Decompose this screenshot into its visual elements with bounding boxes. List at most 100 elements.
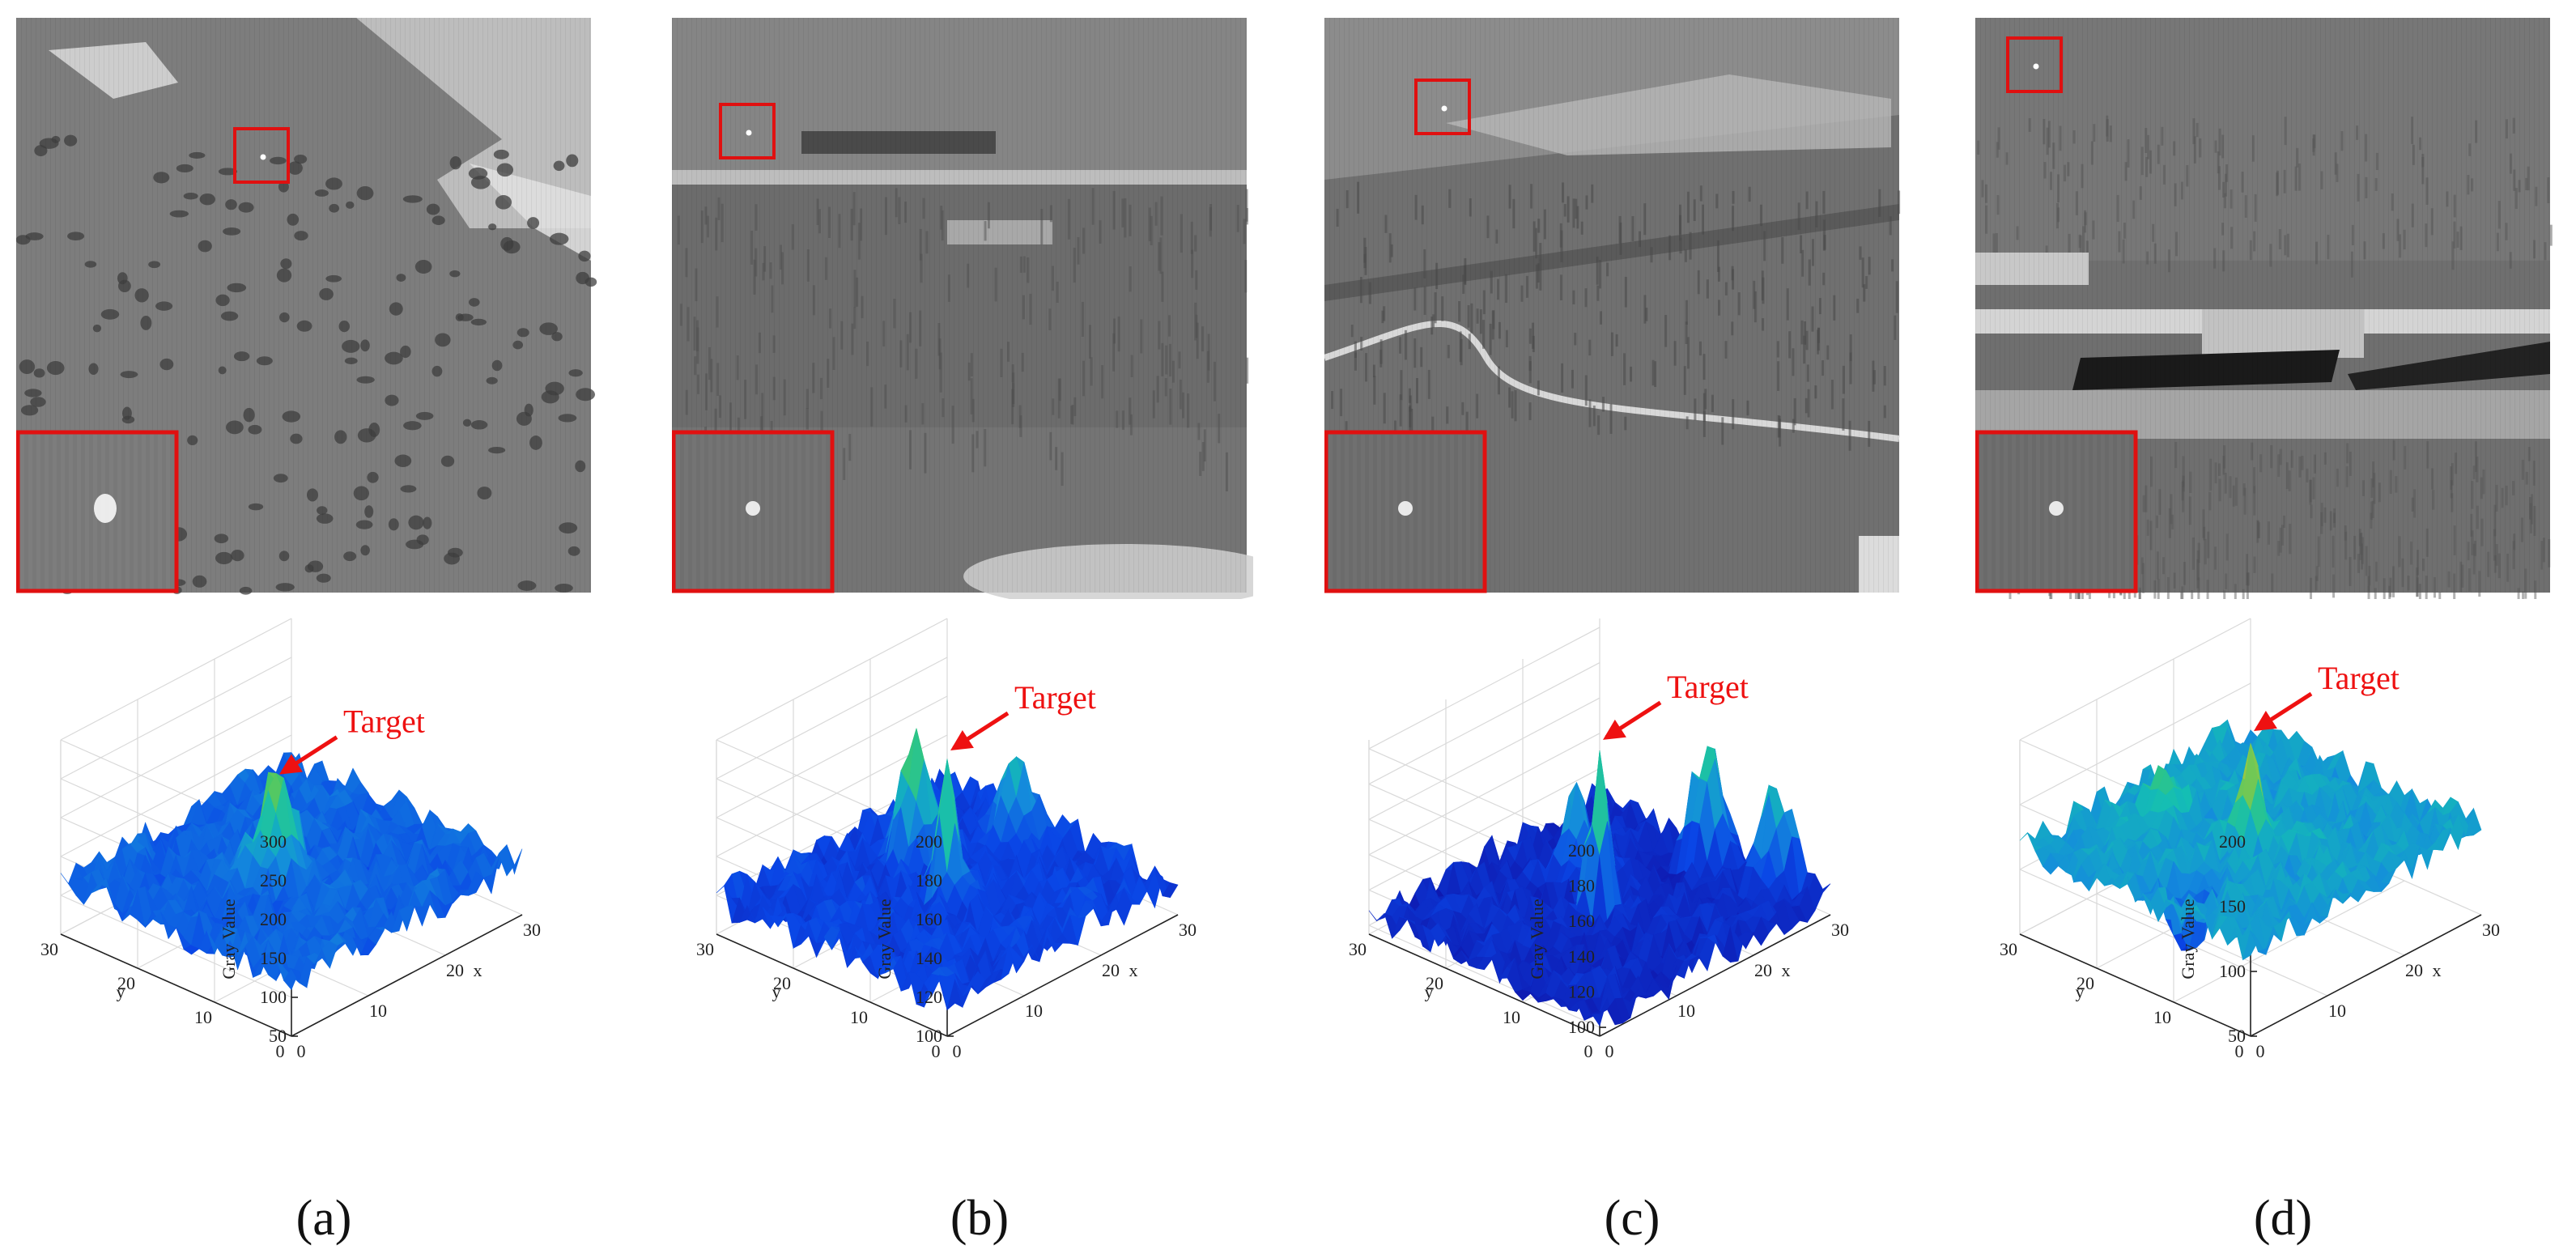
x-tick-label: 0 (2256, 1041, 2265, 1061)
surface-plot: 50 100 150 200 0 10 20 30 0 10 20 30 x y Gray Value Tar… (1975, 618, 2576, 1174)
y-tick-label: 0 (1584, 1041, 1593, 1061)
z-axis-label: Gray Value (1527, 899, 1547, 979)
surface-mesh (60, 752, 523, 991)
infrared-scene (1975, 18, 2553, 599)
target-arrow-head (279, 754, 303, 775)
z-tick-label: 50 (2228, 1026, 2246, 1046)
zoom-inset-box (1975, 430, 2138, 593)
surface-mesh (1368, 746, 1831, 1027)
zoom-inset-box (672, 430, 835, 593)
x-tick-label: 30 (523, 920, 541, 940)
z-tick-label: 150 (2219, 896, 2246, 916)
infrared-scene (672, 18, 1253, 599)
z-tick-label: 120 (1568, 981, 1595, 1001)
z-tick-label: 160 (916, 909, 942, 929)
target-arrow-head (1603, 719, 1626, 740)
z-tick-label: 100 (916, 1026, 942, 1046)
y-tick-label: 20 (117, 973, 135, 993)
x-tick-label: 10 (1025, 1001, 1043, 1021)
y-tick-label: 0 (2235, 1041, 2244, 1061)
y-tick-label: 30 (1349, 939, 1367, 959)
z-tick-label: 200 (916, 831, 942, 852)
z-tick-label: 100 (2219, 961, 2246, 981)
z-tick-label: 100 (260, 987, 287, 1007)
panel-b: 100 120 140 160 180 200 0 10 20 30 0 10 20 30 x y Gray V… (672, 0, 1287, 1258)
target-box (1414, 79, 1471, 135)
infrared-scene (16, 18, 597, 595)
x-axis-label: x (474, 960, 482, 980)
target-annotation: Target (343, 703, 425, 740)
z-tick-label: 200 (260, 909, 287, 929)
surface-mesh (716, 728, 1179, 1011)
panel-caption: (b) (950, 1191, 1010, 1246)
infrared-scene (1324, 18, 1901, 593)
x-axis-label: x (2433, 960, 2442, 980)
y-tick-label: 30 (2000, 939, 2017, 959)
x-tick-label: 20 (1754, 960, 1772, 980)
x-tick-label: 30 (1831, 920, 1849, 940)
z-tick-label: 150 (260, 948, 287, 968)
y-axis-label: y (117, 981, 125, 1001)
x-axis-label: x (1782, 960, 1791, 980)
target-annotation: Target (2318, 660, 2400, 696)
y-tick-label: 0 (276, 1041, 285, 1061)
z-tick-label: 160 (1568, 911, 1595, 931)
x-tick-label: 20 (446, 960, 464, 980)
z-axis-label: Gray Value (219, 899, 239, 979)
x-tick-label: 10 (1677, 1001, 1695, 1021)
y-tick-label: 20 (1426, 973, 1443, 993)
zoom-inset-box (16, 430, 179, 593)
target-annotation: Target (1014, 679, 1096, 716)
z-tick-label: 200 (2219, 831, 2246, 852)
infrared-image (1975, 18, 2574, 601)
y-tick-label: 20 (773, 973, 791, 993)
panel-caption: (a) (295, 1191, 352, 1246)
z-tick-label: 120 (916, 987, 942, 1007)
x-tick-label: 20 (1102, 960, 1120, 980)
y-tick-label: 10 (194, 1007, 212, 1027)
y-axis-label: y (772, 981, 781, 1001)
panel-a: 50 100 150 200 250 300 0 10 20 30 0 10 20 30 x y Gray Va… (16, 0, 631, 1258)
y-axis-label: y (1425, 981, 1434, 1001)
infrared-image (1324, 18, 1923, 601)
x-tick-label: 20 (2405, 960, 2423, 980)
z-tick-label: 250 (260, 870, 287, 890)
panel-c: 100 120 140 160 180 200 0 10 20 30 0 10 20 30 x y Gray V… (1324, 0, 1940, 1258)
panel-d: 50 100 150 200 0 10 20 30 0 10 20 30 x y Gray Value Tar… (1975, 0, 2576, 1258)
z-tick-label: 200 (1568, 840, 1595, 861)
z-tick-label: 140 (916, 948, 942, 968)
x-tick-label: 30 (1179, 920, 1197, 940)
y-tick-label: 30 (696, 939, 714, 959)
panel-caption: (d) (2253, 1191, 2313, 1246)
y-tick-label: 0 (932, 1041, 941, 1061)
x-tick-label: 0 (1605, 1041, 1614, 1061)
target-box (233, 127, 290, 184)
y-tick-label: 30 (40, 939, 58, 959)
z-tick-label: 50 (269, 1026, 287, 1046)
y-tick-label: 10 (1503, 1007, 1520, 1027)
y-axis-label: y (2076, 981, 2085, 1001)
infrared-image (16, 18, 615, 601)
target-box (2006, 36, 2063, 93)
z-tick-label: 100 (1568, 1017, 1595, 1037)
target-box (719, 103, 776, 159)
infrared-image (672, 18, 1271, 601)
x-axis-label: x (1129, 960, 1138, 980)
surface-mesh (2019, 719, 2482, 961)
target-arrow-head (2254, 711, 2277, 731)
y-tick-label: 10 (2153, 1007, 2171, 1027)
zoom-inset-box (1324, 430, 1487, 593)
z-tick-label: 140 (1568, 946, 1595, 967)
z-tick-label: 180 (916, 870, 942, 890)
target-annotation: Target (1667, 669, 1749, 705)
surface-plot: 100 120 140 160 180 200 0 10 20 30 0 10 20 30 x y Gray V… (672, 618, 1287, 1174)
z-tick-label: 180 (1568, 876, 1595, 896)
y-tick-label: 10 (850, 1007, 868, 1027)
z-tick-label: 300 (260, 831, 287, 852)
x-tick-label: 30 (2482, 920, 2500, 940)
x-tick-label: 0 (297, 1041, 306, 1061)
surface-plot: 50 100 150 200 250 300 0 10 20 30 0 10 20 30 x y Gray Va… (16, 618, 631, 1174)
panel-caption: (c) (1604, 1191, 1660, 1246)
target-arrow-head (950, 730, 974, 750)
x-tick-label: 0 (953, 1041, 962, 1061)
